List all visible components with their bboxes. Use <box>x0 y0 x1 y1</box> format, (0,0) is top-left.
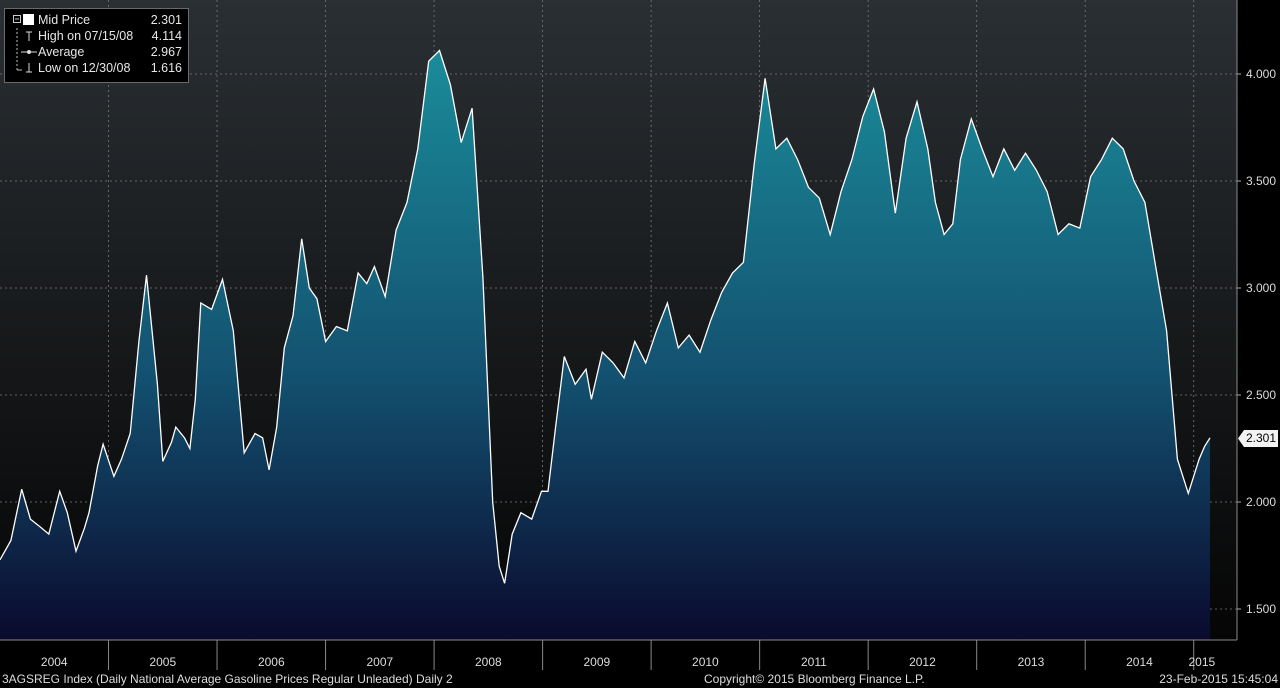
x-tick-label: 2009 <box>584 655 611 669</box>
copyright-text: Copyright© 2015 Bloomberg Finance L.P. <box>704 672 925 686</box>
x-tick-label: 2012 <box>909 655 936 669</box>
legend-row-average: Average 2.967 <box>5 44 188 60</box>
y-axis: 1.500 2.000 2.500 3.000 3.500 4.000 <box>1236 0 1276 640</box>
y-tick-label: 1.500 <box>1246 602 1276 616</box>
low-marker-icon <box>16 60 32 73</box>
y-tick-label: 3.500 <box>1246 174 1276 188</box>
high-marker-icon <box>16 28 32 44</box>
legend-row-high: High on 07/15/08 4.114 <box>5 28 188 44</box>
x-tick-label: 2006 <box>258 655 285 669</box>
legend-average-label: Average <box>38 45 85 59</box>
x-tick-label: 2005 <box>149 655 176 669</box>
legend-low-value: 1.616 <box>150 61 182 75</box>
legend-high-value: 4.114 <box>151 29 182 43</box>
last-value-badge: 2.301 <box>1238 430 1278 447</box>
x-tick-label: 2013 <box>1018 655 1045 669</box>
x-tick-label: 2015 <box>1189 655 1216 669</box>
price-line <box>0 49 1211 584</box>
legend-row-mid-price[interactable]: Mid Price 2.301 <box>5 12 188 28</box>
x-tick-label: 2008 <box>475 655 502 669</box>
x-tick-label: 2004 <box>41 655 68 669</box>
legend-mid-price-label: Mid Price <box>38 13 91 27</box>
x-tick-label: 2007 <box>366 655 393 669</box>
legend-low-label: Low on 12/30/08 <box>38 61 131 75</box>
ticker-description: 3AGSREG Index (Daily National Average Ga… <box>2 672 453 686</box>
x-axis: 2004 2005 2006 2007 2008 2009 2010 2011 2012 2013… <box>0 639 1237 670</box>
y-tick-label: 3.000 <box>1246 281 1276 295</box>
timestamp: 23-Feb-2015 15:45:04 <box>1159 672 1278 686</box>
price-area <box>0 50 1210 640</box>
y-tick-label: 4.000 <box>1246 67 1276 81</box>
y-tick-label: 2.000 <box>1246 495 1276 509</box>
average-marker-icon <box>16 44 37 60</box>
y-tick-label: 2.500 <box>1246 388 1276 402</box>
legend-high-label: High on 07/15/08 <box>38 29 134 43</box>
x-tick-label: 2014 <box>1126 655 1153 669</box>
collapse-icon[interactable] <box>13 12 37 28</box>
legend-mid-price-value: 2.301 <box>150 13 182 27</box>
xaxis-background <box>0 640 1237 688</box>
legend[interactable]: Mid Price 2.301 High on 07/15/08 4.114 A… <box>4 8 189 83</box>
x-tick-label: 2010 <box>692 655 719 669</box>
legend-row-low: Low on 12/30/08 1.616 <box>5 60 188 76</box>
axis-background <box>1237 0 1280 688</box>
x-tick-label: 2011 <box>801 655 827 669</box>
legend-average-value: 2.967 <box>150 45 182 59</box>
